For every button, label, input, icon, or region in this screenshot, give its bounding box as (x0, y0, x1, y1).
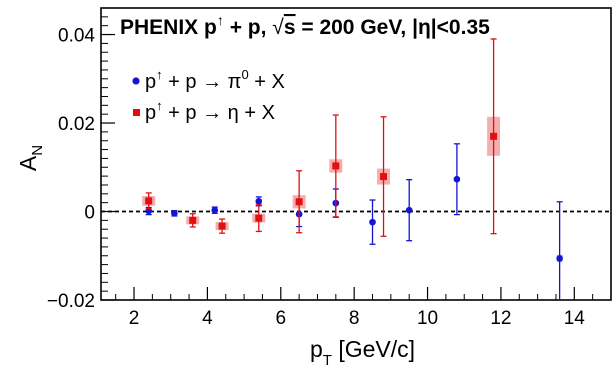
data-point (189, 216, 197, 224)
data-point (218, 222, 226, 230)
chart-title: PHENIX p↑ + p, √s = 200 GeV, |η|<0.35 (120, 12, 490, 39)
data-point (369, 218, 376, 226)
y-axis-title: AN (15, 145, 46, 171)
data-point (145, 197, 153, 205)
x-axis-title: pT [GeV/c] (310, 336, 415, 369)
axis-tick-labels: 2 4 6 8 10 12 14 −0.02 0 0.02 0.04 (47, 26, 585, 329)
legend: p↑ + p → π0 + X p↑ + p → η + X (132, 67, 285, 124)
data-point (380, 173, 388, 181)
data-points (142, 38, 563, 300)
series-eta (142, 38, 501, 237)
data-point (332, 162, 340, 170)
data-point (295, 198, 303, 206)
y-tick-label: 0 (84, 203, 95, 224)
legend-entry-eta: p↑ + p → η + X (145, 98, 275, 124)
y-tick-label: 0.02 (58, 114, 95, 135)
x-tick-label: 2 (129, 308, 140, 329)
x-tick-label: 4 (202, 308, 213, 329)
data-point (405, 206, 413, 214)
legend-marker-eta (133, 109, 140, 116)
x-tick-label: 10 (417, 308, 438, 329)
series-pi0 (145, 143, 563, 300)
data-point (255, 214, 263, 222)
x-tick-label: 14 (564, 308, 586, 329)
y-tick-label: −0.02 (47, 291, 95, 312)
x-tick-label: 6 (275, 308, 286, 329)
data-point (453, 175, 461, 183)
axis-ticks (101, 7, 594, 301)
x-tick-label: 8 (349, 308, 360, 329)
data-point (556, 255, 563, 262)
data-point (171, 209, 178, 217)
legend-entry-pi0: p↑ + p → π0 + X (145, 67, 285, 93)
plot-frame (100, 7, 612, 301)
x-tick-label: 12 (490, 308, 511, 329)
data-point (490, 132, 498, 140)
legend-marker-pi0 (132, 77, 140, 85)
data-point (211, 206, 219, 214)
y-tick-label: 0.04 (58, 26, 95, 47)
data-point (255, 198, 263, 205)
